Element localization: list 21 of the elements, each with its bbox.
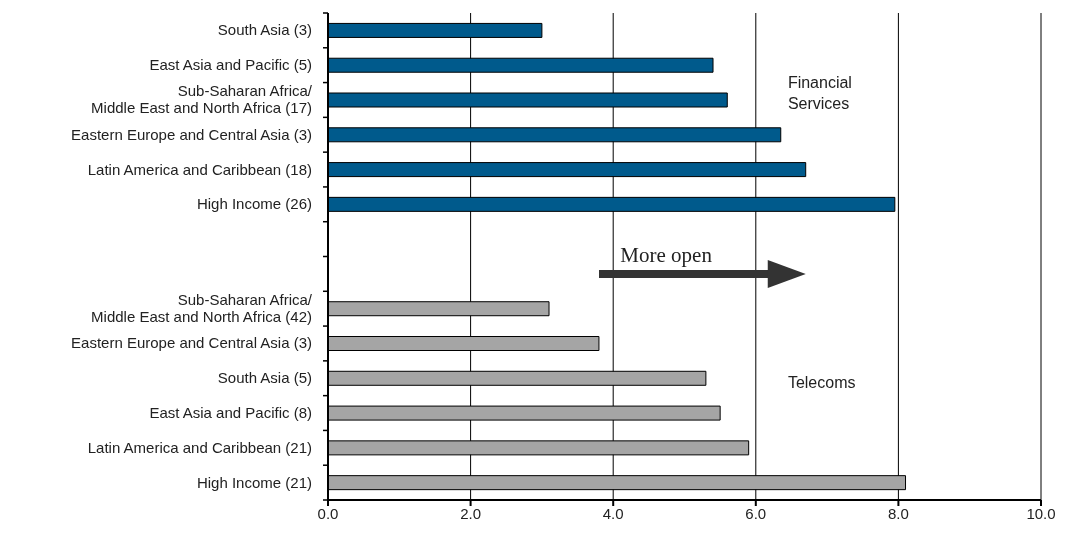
- y-tick-label: Eastern Europe and Central Asia (3): [71, 125, 312, 143]
- y-tick-label: Latin America and Caribbean (21): [87, 438, 312, 456]
- y-tick-label: Eastern Europe and Central Asia (3): [71, 334, 312, 352]
- y-tick-label: High Income (21): [196, 473, 312, 491]
- y-tick-label: East Asia and Pacific (5): [149, 56, 312, 74]
- annotation: Financial Services: [787, 72, 853, 114]
- x-tick-label: 0.0: [317, 504, 339, 522]
- x-tick-label: 4.0: [602, 504, 624, 522]
- x-tick-label: 2.0: [460, 504, 482, 522]
- x-tick-label: 8.0: [887, 504, 909, 522]
- y-tick-label: Sub-Saharan Africa/ Middle East and North Africa (17): [91, 82, 313, 117]
- y-tick-label: High Income (26): [196, 195, 312, 213]
- y-tick-label: Latin America and Caribbean (18): [87, 160, 312, 178]
- annotation: More open: [620, 243, 713, 268]
- annotation: Telecoms: [787, 373, 857, 394]
- x-tick-label: 6.0: [745, 504, 767, 522]
- x-tick-label: 10.0: [1026, 504, 1056, 522]
- y-tick-label: Sub-Saharan Africa/ Middle East and North Africa (42): [91, 291, 313, 326]
- y-tick-label: South Asia (3): [217, 21, 312, 39]
- y-tick-label: East Asia and Pacific (8): [149, 404, 312, 422]
- y-tick-label: South Asia (5): [217, 369, 312, 387]
